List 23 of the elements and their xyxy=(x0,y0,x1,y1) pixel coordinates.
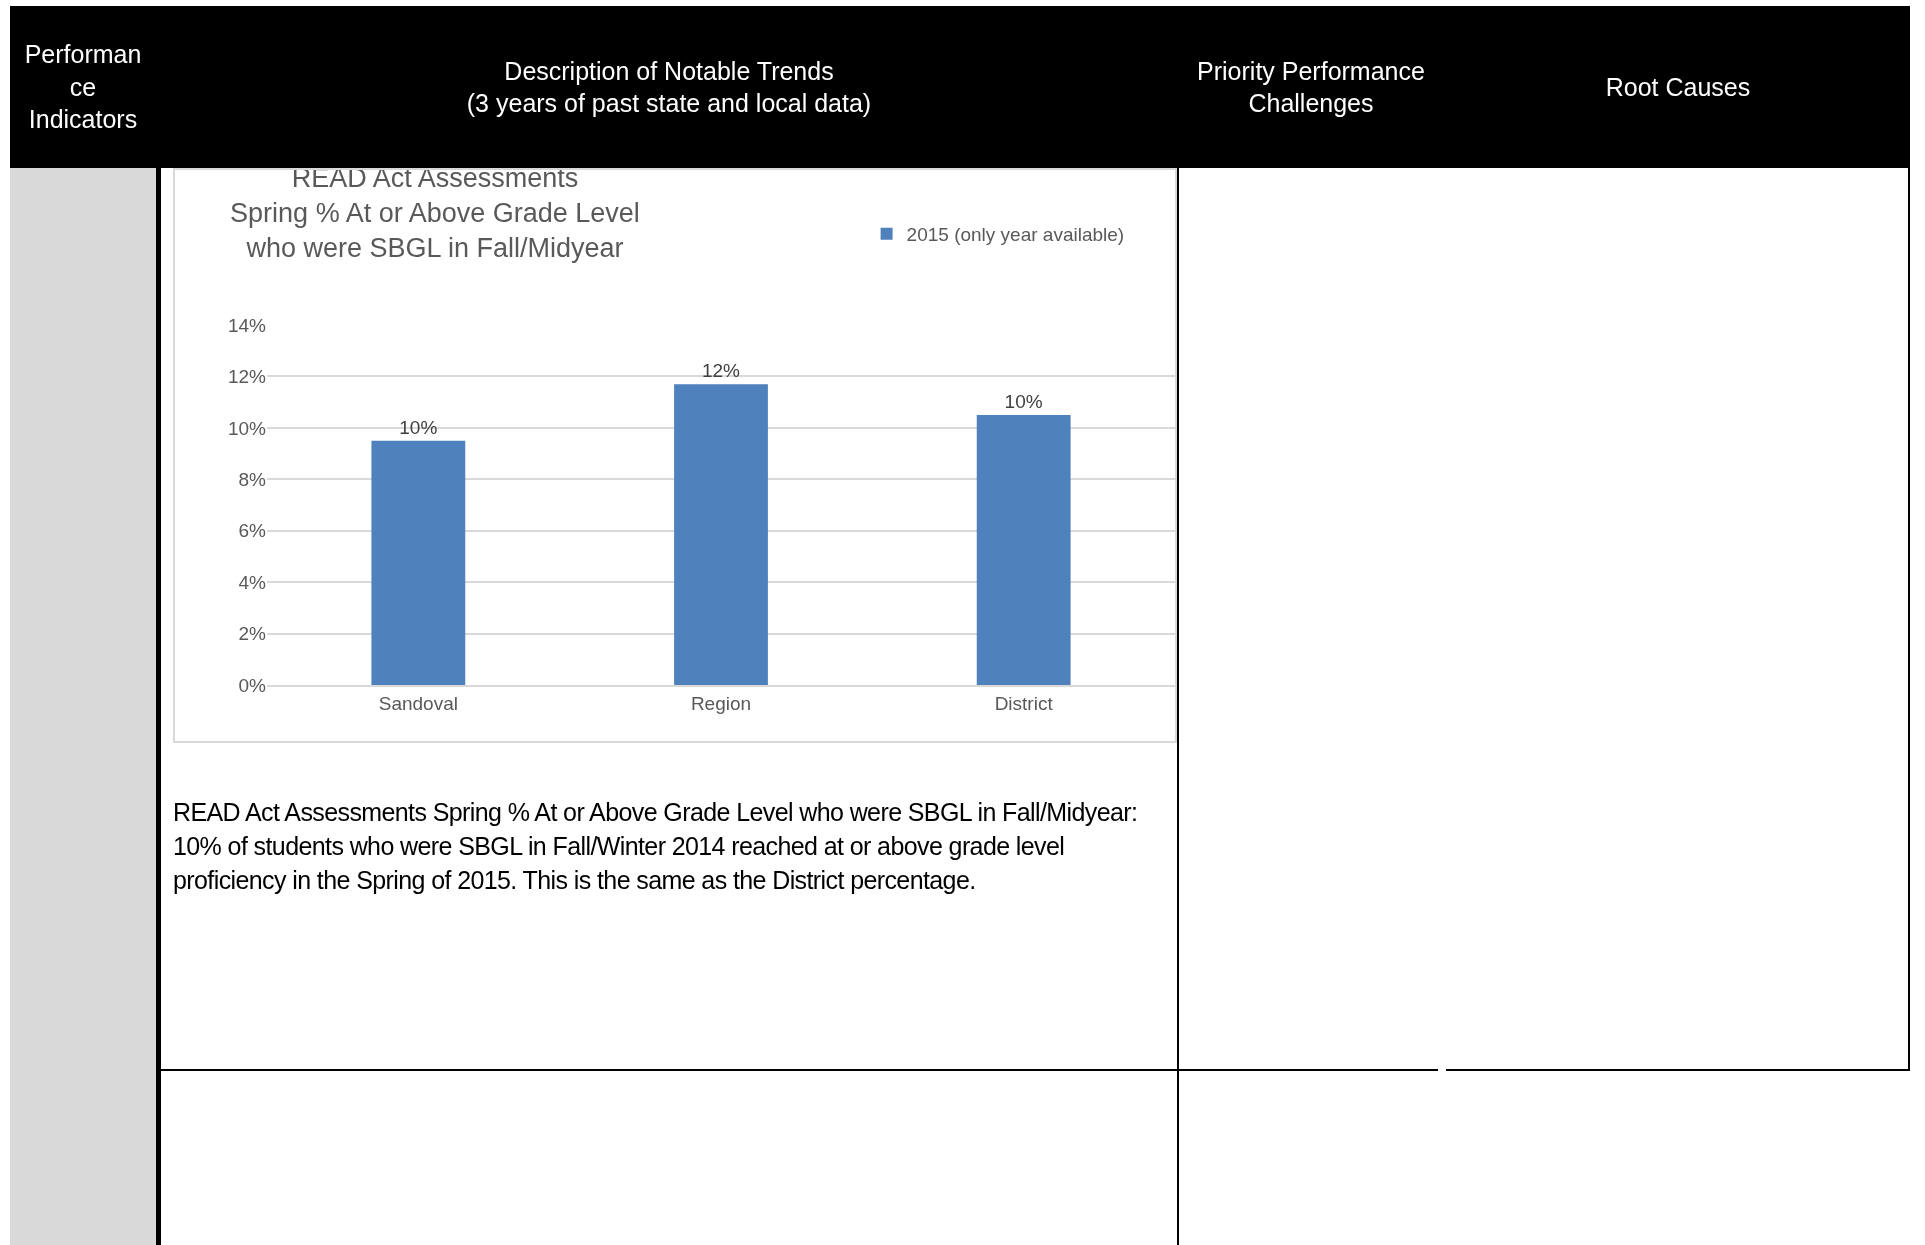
x-tick-label: Region xyxy=(690,692,752,714)
y-tick-label: 6% xyxy=(238,520,267,542)
data-label: 10% xyxy=(399,416,438,438)
text: Performance Indicators xyxy=(10,6,156,168)
text: Description of Notable Trends (3 years of past state and local data) xyxy=(466,56,872,117)
text: READ Act Assessments Spring % At or Above Grade Level who were SBGL in Fall/Midyear: 10% of students who were SBGL in Fall/Winter 2014 reached at or above grade level proficiency in the Spring of 2015. This is the same as the District percentage. xyxy=(173,797,1139,896)
bar xyxy=(976,415,1071,685)
bar xyxy=(674,384,768,685)
x-tick-label: District xyxy=(994,692,1054,714)
y-tick-label: 0% xyxy=(238,674,267,696)
data-label: 10% xyxy=(1004,391,1043,412)
y-tick-label: 8% xyxy=(238,468,267,490)
legend-label: 2015 (only year available) xyxy=(906,224,1125,246)
y-tick-label: 10% xyxy=(227,417,267,439)
y-tick-label: 2% xyxy=(238,623,267,645)
y-tick-label: 4% xyxy=(238,571,267,593)
y-tick-label: 12% xyxy=(227,366,267,388)
text: Priority Performance Challenges xyxy=(1180,6,1442,168)
data-label: 12% xyxy=(701,360,741,382)
text: Root Causes xyxy=(1446,6,1910,168)
y-tick-label: 14% xyxy=(227,314,267,336)
bar xyxy=(371,440,466,685)
x-tick-label: Sandoval xyxy=(378,692,458,714)
